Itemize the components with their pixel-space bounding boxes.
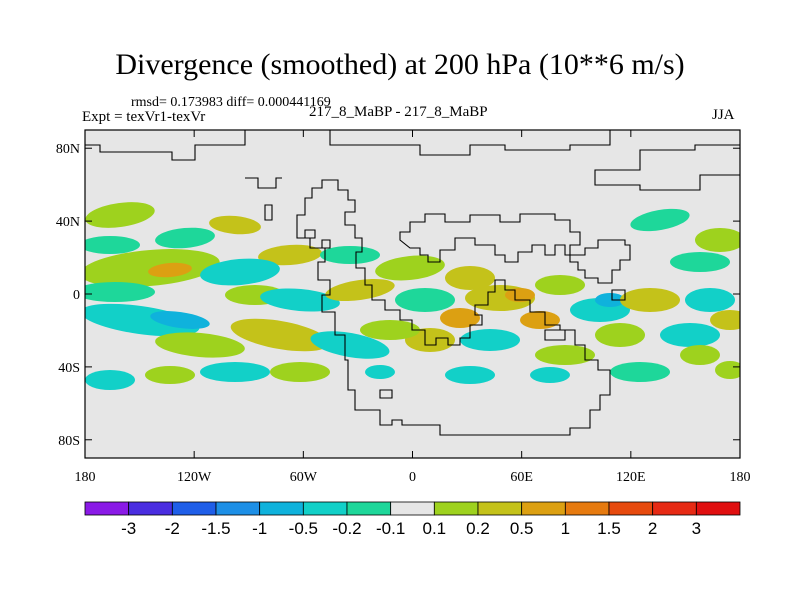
colorbar-label: 3 (692, 519, 701, 538)
field-contour (685, 288, 735, 312)
x-tick-label: 180 (730, 470, 751, 485)
field-contour (200, 258, 280, 286)
field-contour (258, 244, 322, 266)
colorbar-swatch (390, 501, 435, 516)
field-contour (310, 331, 390, 359)
colorbar-label: -3 (121, 519, 136, 538)
field-contour (595, 293, 625, 307)
colorbar-label: -1 (252, 519, 267, 538)
field-contour (155, 332, 245, 358)
y-tick-label: 80S (58, 434, 80, 449)
colorbar-label: 1 (561, 519, 570, 538)
field-contour (530, 367, 570, 383)
y-tick-label: 40S (58, 361, 80, 376)
field-contour (405, 328, 455, 352)
y-tick-label: 0 (73, 288, 80, 303)
colorbar-swatch (564, 501, 610, 516)
experiment-label: Expt = texVr1-texVr (82, 109, 206, 125)
field-contour (460, 329, 520, 351)
field-contour (715, 361, 740, 379)
colorbar-swatch (84, 501, 130, 516)
colorbar-label: -2 (165, 519, 180, 538)
field-contour (440, 308, 480, 328)
field-contour (620, 288, 680, 312)
field-contour (375, 255, 445, 281)
field-contour (260, 288, 340, 312)
colorbar-label: -0.2 (332, 519, 361, 538)
colorbar-label: -0.1 (376, 519, 405, 538)
colorbar-swatch (695, 501, 741, 516)
field-contour (148, 262, 192, 278)
field-contour (85, 202, 155, 228)
field-contour (85, 236, 140, 254)
divergence-field (85, 202, 740, 390)
field-contour (85, 370, 135, 390)
colorbar-swatch (433, 501, 479, 516)
y-axis: 80N 40N 0 40S 80S (56, 142, 740, 449)
colorbar-label: 2 (648, 519, 657, 538)
field-contour (505, 288, 535, 302)
field-contour (325, 278, 395, 302)
field-contour (85, 249, 220, 287)
map-content (85, 130, 740, 436)
colorbar: -3 -2 -1.5 -1 -0.5 -0.2 -0.1 0.1 0.2 0.5 1 1.5 2 3 (84, 501, 741, 538)
field-contour (520, 311, 560, 329)
x-tick-label: 180 (75, 470, 96, 485)
y-tick-label: 40N (56, 215, 80, 230)
field-contour (595, 323, 645, 347)
field-contour (660, 323, 720, 347)
field-contour (360, 320, 420, 340)
x-tick-label: 120W (177, 470, 212, 485)
coastline-outline (85, 130, 740, 436)
colorbar-swatch (171, 501, 217, 516)
field-contour (230, 318, 330, 352)
field-contour (535, 345, 595, 365)
chart-title: Divergence (smoothed) at 200 hPa (10**6 … (115, 48, 685, 81)
field-contour (395, 288, 455, 312)
field-contour (445, 366, 495, 384)
field-contour (695, 228, 740, 252)
field-contour (150, 311, 210, 329)
case-label: 217_8_MaBP - 217_8_MaBP (309, 104, 488, 120)
field-contour (209, 215, 261, 235)
x-tick-label: 60E (510, 470, 533, 485)
field-contour (145, 366, 195, 384)
colorbar-label: 0.1 (423, 519, 447, 538)
colorbar-label: -0.5 (289, 519, 318, 538)
colorbar-swatch (128, 501, 173, 516)
field-contour (270, 362, 330, 382)
field-contour (610, 362, 670, 382)
season-label: JJA (712, 107, 735, 123)
stats-line: rmsd= 0.173983 diff= 0.000441169 (131, 95, 331, 110)
colorbar-swatch (608, 501, 654, 516)
x-tick-label: 60W (290, 470, 318, 485)
colorbar-swatch (521, 501, 566, 516)
field-contour (85, 282, 155, 302)
colorbar-label: 0.2 (466, 519, 490, 538)
field-contour (200, 362, 270, 382)
field-contour (680, 345, 720, 365)
field-contour (320, 246, 380, 264)
x-axis: 180 120W 60W 0 60E 120E 180 (75, 130, 751, 485)
field-contour (365, 365, 395, 379)
field-contour (535, 275, 585, 295)
field-contour (710, 310, 740, 330)
field-contour (445, 266, 495, 290)
field-contour (155, 227, 215, 249)
colorbar-label: -1.5 (201, 519, 230, 538)
colorbar-swatch (652, 501, 697, 516)
colorbar-swatch (302, 501, 348, 516)
colorbar-label: 1.5 (597, 519, 621, 538)
colorbar-swatch (477, 501, 523, 516)
colorbar-label: 0.5 (510, 519, 534, 538)
x-tick-label: 0 (409, 470, 416, 485)
y-tick-label: 80N (56, 142, 80, 157)
colorbar-swatch (346, 501, 392, 516)
field-contour (630, 208, 690, 232)
colorbar-swatch (215, 501, 261, 516)
colorbar-swatch (259, 501, 304, 516)
x-tick-label: 120E (616, 470, 646, 485)
field-contour (670, 252, 730, 272)
